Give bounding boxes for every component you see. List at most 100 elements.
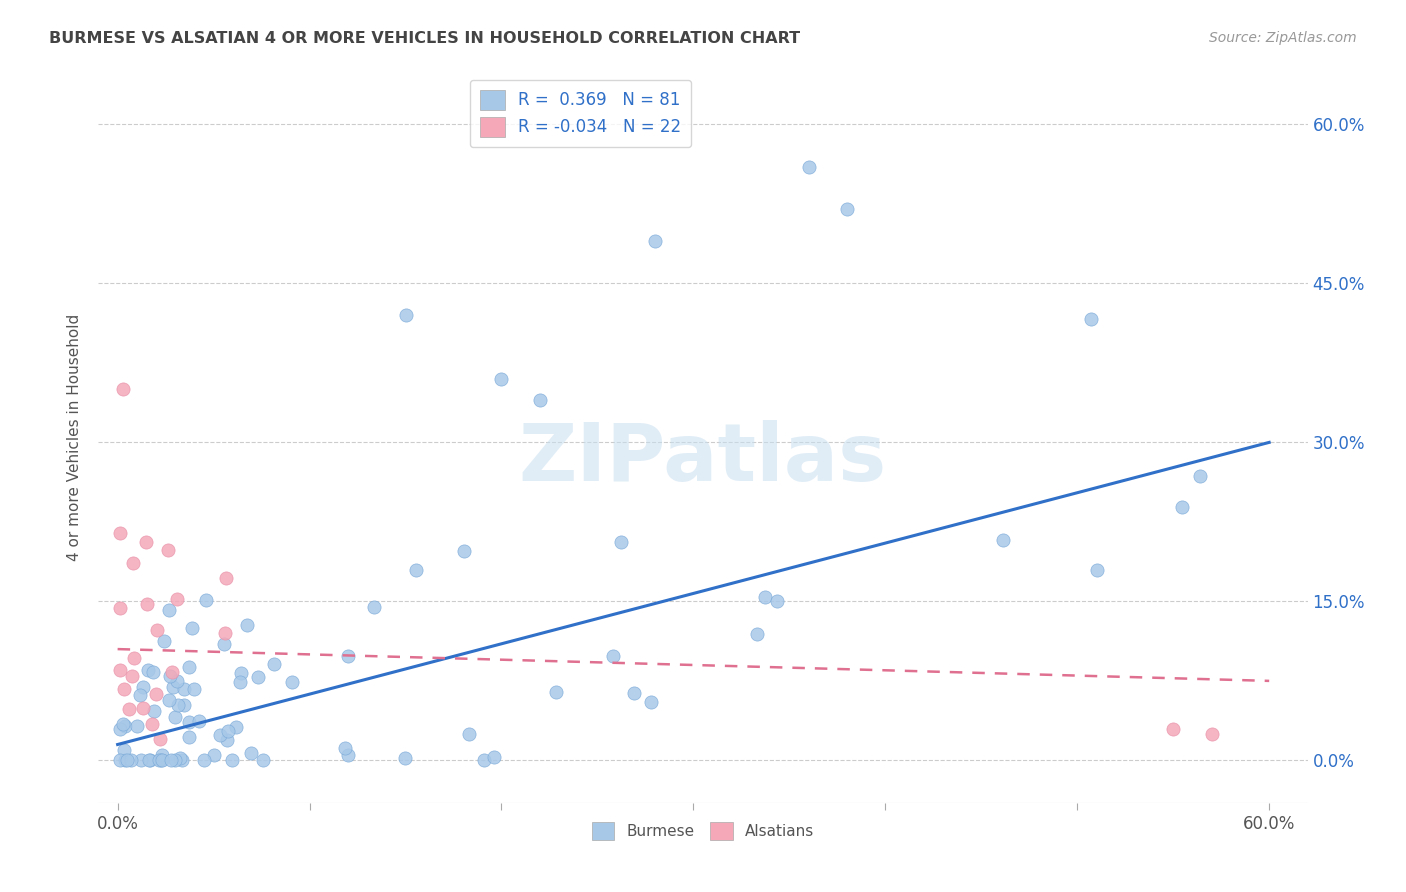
Point: [217, 723, 239, 738]
Text: Source: ZipAtlas.com: Source: ZipAtlas.com: [1209, 31, 1357, 45]
Point: [135, 597, 157, 611]
Point: [141, 716, 163, 731]
Point: [139, 753, 162, 767]
Point: [156, 542, 179, 557]
Point: [165, 709, 187, 723]
Point: [491, 372, 513, 386]
Point: [160, 665, 183, 680]
Point: [453, 544, 475, 558]
Point: [166, 591, 188, 606]
Text: ZIPatlas: ZIPatlas: [519, 420, 887, 498]
Point: [991, 533, 1014, 547]
Point: [146, 624, 169, 638]
Point: [209, 728, 232, 742]
Point: [745, 627, 768, 641]
Point: [336, 748, 359, 763]
Point: [202, 748, 225, 763]
Point: [228, 675, 250, 690]
Point: [120, 753, 142, 767]
Point: [180, 621, 202, 635]
Y-axis label: 4 or more Vehicles in Household: 4 or more Vehicles in Household: [67, 313, 83, 561]
Point: [172, 753, 194, 767]
Point: [108, 722, 131, 736]
Point: [188, 714, 211, 728]
Point: [544, 685, 567, 699]
Point: [115, 753, 138, 767]
Point: [118, 701, 141, 715]
Point: [112, 681, 135, 696]
Point: [160, 753, 183, 767]
Point: [157, 693, 180, 707]
Point: [609, 534, 631, 549]
Point: [111, 717, 134, 731]
Point: [529, 392, 551, 407]
Point: [602, 649, 624, 664]
Point: [150, 753, 173, 767]
Point: [337, 648, 360, 663]
Point: [169, 751, 191, 765]
Point: [623, 686, 645, 700]
Point: [1171, 500, 1194, 514]
Point: [132, 681, 155, 695]
Point: [183, 681, 205, 696]
Point: [148, 753, 170, 767]
Point: [405, 563, 427, 577]
Point: [221, 753, 243, 767]
Point: [766, 594, 789, 608]
Point: [149, 731, 172, 746]
Point: [212, 636, 235, 650]
Point: [167, 698, 190, 712]
Text: BURMESE VS ALSATIAN 4 OR MORE VEHICLES IN HOUSEHOLD CORRELATION CHART: BURMESE VS ALSATIAN 4 OR MORE VEHICLES I…: [49, 31, 800, 46]
Point: [157, 603, 180, 617]
Point: [394, 751, 416, 765]
Point: [482, 749, 505, 764]
Point: [159, 669, 181, 683]
Point: [162, 680, 184, 694]
Legend: Burmese, Alsatians: Burmese, Alsatians: [585, 815, 821, 847]
Point: [150, 747, 173, 762]
Point: [173, 698, 195, 712]
Point: [229, 665, 252, 680]
Point: [142, 665, 165, 680]
Point: [166, 674, 188, 689]
Point: [122, 556, 145, 570]
Point: [1201, 727, 1223, 741]
Point: [457, 727, 479, 741]
Point: [281, 674, 304, 689]
Point: [112, 383, 135, 397]
Point: [252, 753, 274, 767]
Point: [177, 660, 200, 674]
Point: [215, 571, 238, 585]
Point: [108, 601, 131, 615]
Point: [108, 663, 131, 677]
Point: [125, 718, 148, 732]
Point: [247, 670, 270, 684]
Point: [112, 743, 135, 757]
Point: [193, 753, 215, 767]
Point: [754, 590, 776, 604]
Point: [108, 525, 131, 540]
Point: [472, 753, 495, 767]
Point: [363, 600, 385, 615]
Point: [644, 234, 666, 248]
Point: [114, 719, 136, 733]
Point: [640, 695, 662, 709]
Point: [835, 202, 858, 216]
Point: [1188, 469, 1211, 483]
Point: [236, 617, 259, 632]
Point: [239, 746, 262, 760]
Point: [142, 704, 165, 718]
Point: [1080, 312, 1102, 326]
Point: [152, 634, 174, 648]
Point: [215, 733, 238, 747]
Point: [333, 740, 356, 755]
Point: [165, 753, 187, 767]
Point: [129, 753, 152, 767]
Point: [1085, 563, 1108, 577]
Point: [122, 650, 145, 665]
Point: [177, 731, 200, 745]
Point: [263, 657, 285, 671]
Point: [394, 308, 416, 322]
Point: [108, 753, 131, 767]
Point: [121, 669, 143, 683]
